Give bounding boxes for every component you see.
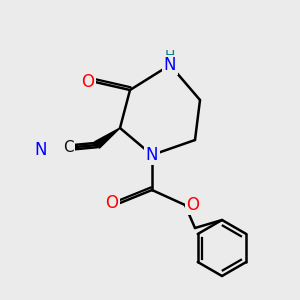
Text: H: H [165, 49, 175, 63]
Text: O: O [187, 196, 200, 214]
Text: O: O [82, 73, 94, 91]
Text: N: N [146, 146, 158, 164]
Text: N: N [35, 141, 47, 159]
Text: N: N [164, 56, 176, 74]
Text: O: O [106, 194, 118, 212]
Polygon shape [94, 128, 120, 148]
Text: C: C [63, 140, 73, 155]
